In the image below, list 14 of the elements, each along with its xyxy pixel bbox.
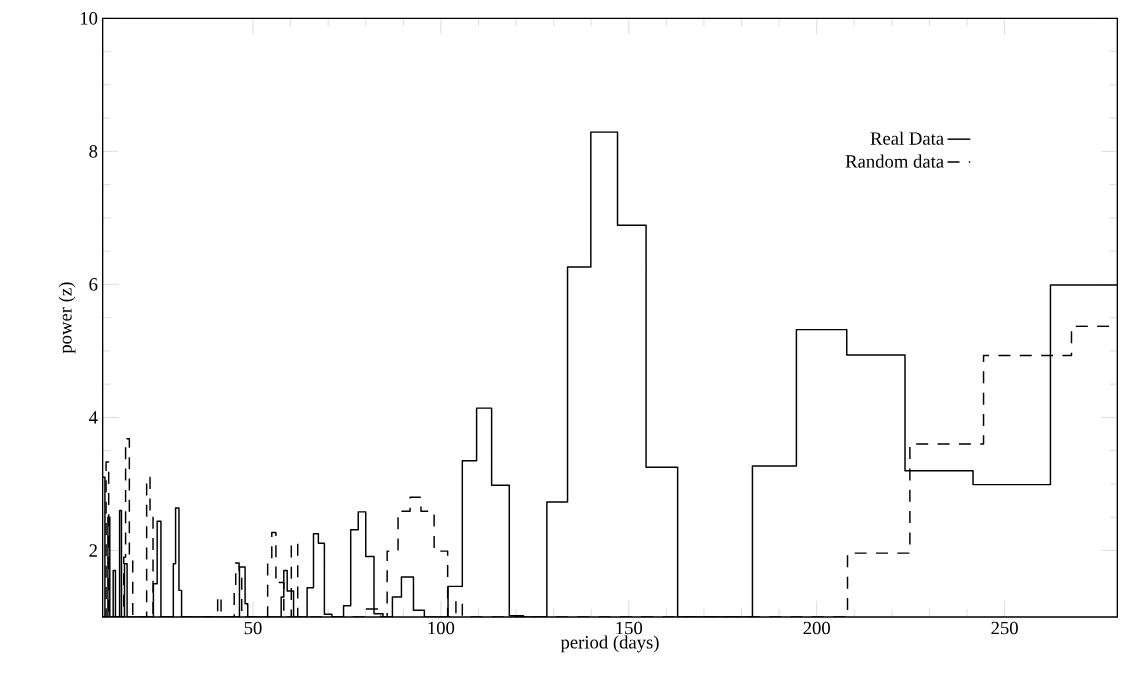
y-tick-label: 2 xyxy=(89,544,97,557)
legend-label: Random data xyxy=(845,154,944,168)
x-tick-label: 100 xyxy=(428,621,455,635)
y-axis-title: power (z) xyxy=(58,282,76,354)
x-tick-label: 200 xyxy=(803,621,830,635)
y-tick-label: 6 xyxy=(89,278,98,291)
legend-label: Real Data xyxy=(870,131,944,145)
y-tick-label: 10 xyxy=(80,12,98,25)
x-tick-label: 150 xyxy=(616,621,643,635)
x-axis-title: period (days) xyxy=(560,635,659,653)
y-tick-label: 4 xyxy=(88,411,98,424)
x-tick-label: 50 xyxy=(244,621,262,635)
x-tick-label: 250 xyxy=(991,621,1018,635)
y-tick-label: 8 xyxy=(89,145,98,158)
